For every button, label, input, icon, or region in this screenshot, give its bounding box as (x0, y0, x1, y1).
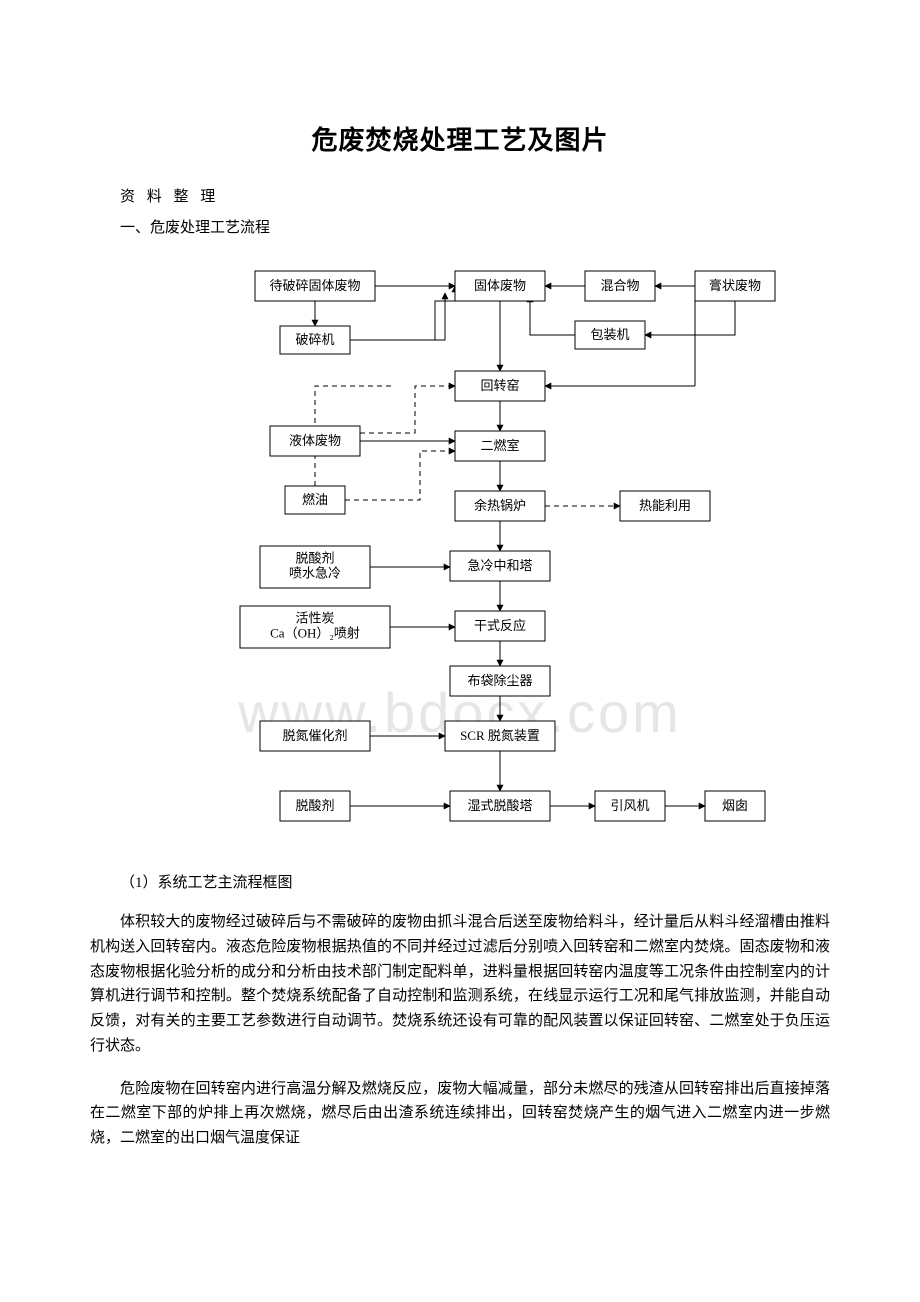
subtitle: 资 料 整 理 (90, 185, 830, 206)
svg-text:混合物: 混合物 (600, 278, 639, 293)
svg-text:热能利用: 热能利用 (639, 498, 691, 513)
svg-text:干式反应: 干式反应 (474, 618, 526, 633)
paragraph-1: 体积较大的废物经过破碎后与不需破碎的废物由抓斗混合后送至废物给料斗，经计量后从料… (90, 910, 830, 1059)
svg-text:布袋除尘器: 布袋除尘器 (467, 673, 532, 688)
svg-text:固体废物: 固体废物 (474, 278, 526, 293)
svg-text:液体废物: 液体废物 (289, 433, 341, 448)
svg-text:余热锅炉: 余热锅炉 (474, 498, 526, 513)
section-heading: 一、危废处理工艺流程 (90, 216, 830, 237)
svg-text:膏状废物: 膏状废物 (709, 278, 761, 293)
svg-text:喷水急冷: 喷水急冷 (289, 565, 341, 580)
svg-text:回转窑: 回转窑 (480, 378, 519, 393)
flowchart-container: 待破碎固体废物 固体废物 混合物 膏状废物破碎机 包装机回转窑液体废物 二燃室燃油 余热锅炉… (90, 251, 830, 851)
svg-text:湿式脱酸塔: 湿式脱酸塔 (467, 798, 532, 813)
svg-text:包装机: 包装机 (590, 327, 629, 342)
svg-text:脱氮催化剂: 脱氮催化剂 (282, 728, 347, 743)
process-flowchart: 待破碎固体废物 固体废物 混合物 膏状废物破碎机 包装机回转窑液体废物 二燃室燃油 余热锅炉… (135, 251, 785, 851)
svg-text:破碎机: 破碎机 (295, 332, 334, 347)
flowchart-caption: （1）系统工艺主流程框图 (90, 871, 830, 892)
svg-text:引风机: 引风机 (610, 798, 649, 813)
svg-text:脱酸剂: 脱酸剂 (295, 550, 334, 565)
svg-text:待破碎固体废物: 待破碎固体废物 (269, 278, 360, 293)
page-title: 危废焚烧处理工艺及图片 (90, 120, 830, 157)
svg-text:活性炭: 活性炭 (295, 610, 334, 625)
svg-text:SCR 脱氮装置: SCR 脱氮装置 (460, 728, 540, 743)
paragraph-2: 危险废物在回转窑内进行高温分解及燃烧反应，废物大幅减量，部分未燃尽的残渣从回转窑… (90, 1077, 830, 1151)
svg-text:脱酸剂: 脱酸剂 (295, 798, 334, 813)
svg-text:急冷中和塔: 急冷中和塔 (467, 558, 532, 573)
svg-text:二燃室: 二燃室 (480, 438, 519, 453)
svg-text:烟囱: 烟囱 (722, 798, 748, 813)
svg-text:燃油: 燃油 (302, 492, 328, 507)
svg-text:Ca（OH）₂喷射: Ca（OH）₂喷射 (270, 625, 360, 640)
